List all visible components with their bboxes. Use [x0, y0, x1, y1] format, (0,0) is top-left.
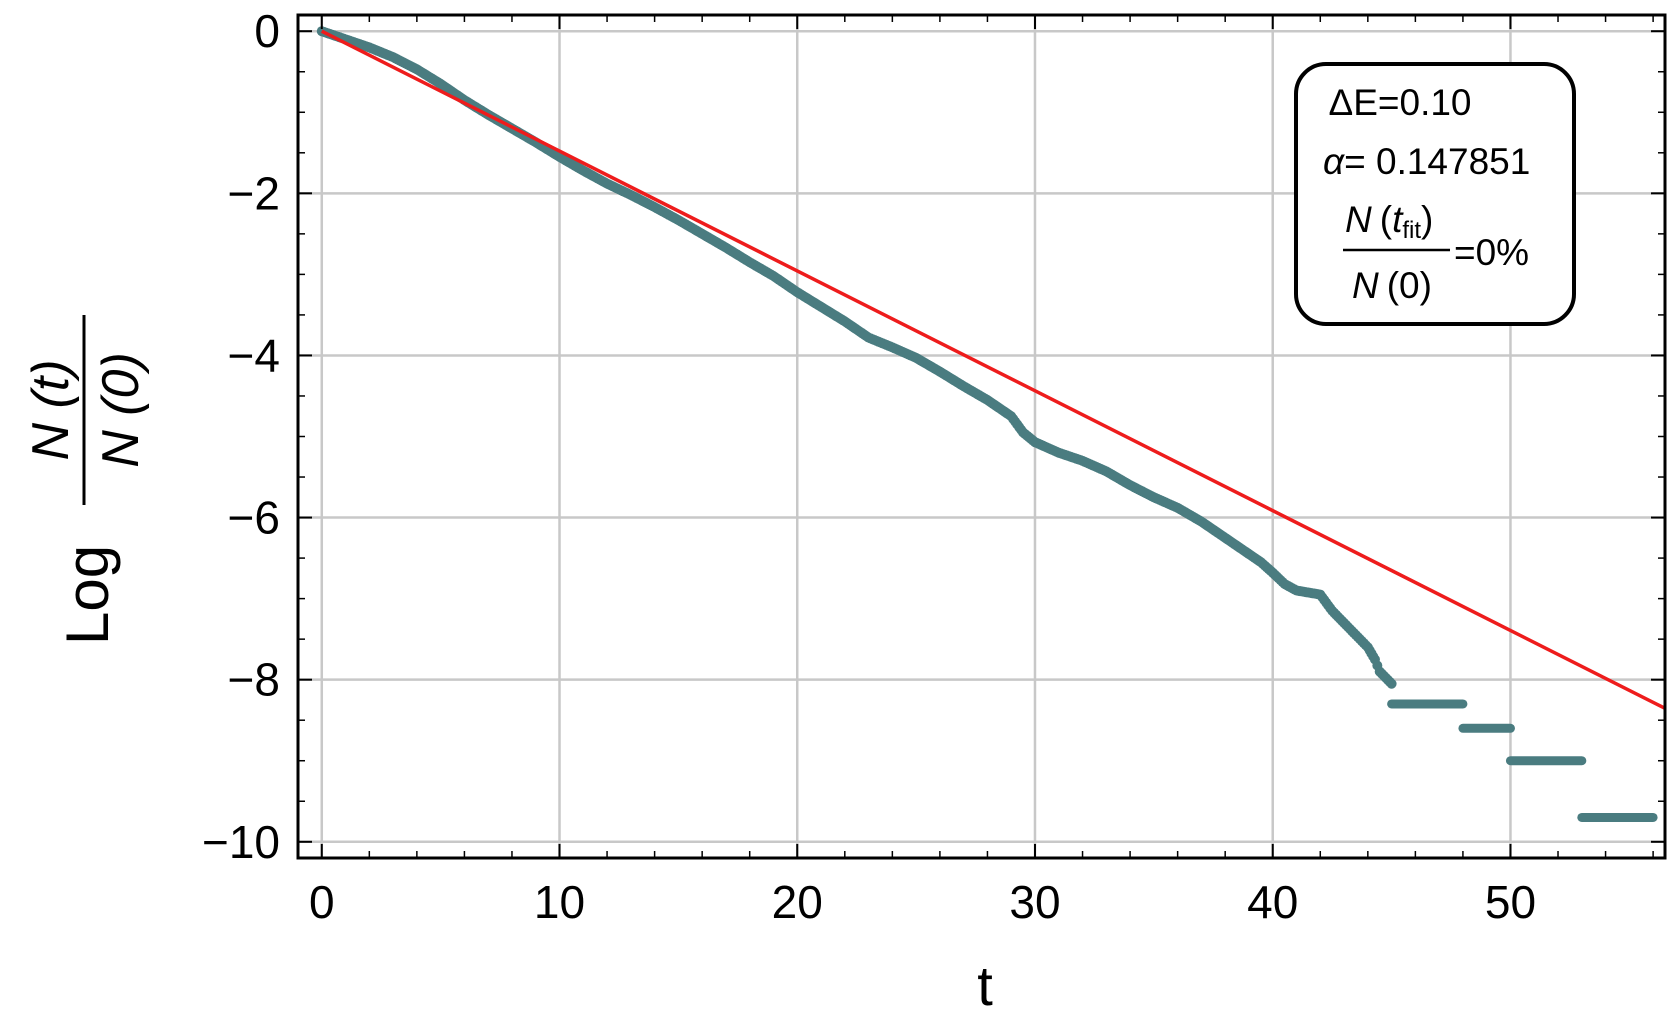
- ticks: [298, 15, 1665, 858]
- legend-alpha-value: = 0.147851: [1344, 141, 1530, 182]
- y-tick-label: 0: [254, 5, 280, 57]
- data-layer: [316, 26, 1666, 822]
- x-tick-label: 10: [534, 876, 585, 928]
- x-tick-label: 20: [772, 876, 823, 928]
- legend-num-n: N: [1345, 199, 1372, 240]
- y-axis-label-numerator: N (t): [22, 359, 80, 460]
- legend-num-t: t: [1392, 199, 1404, 240]
- x-tick-label: 30: [1009, 876, 1060, 928]
- data-point: [1386, 678, 1397, 689]
- x-axis-label: t: [977, 954, 993, 1017]
- x-tick-label: 0: [309, 876, 335, 928]
- legend-fraction-numerator: N (tfit): [1345, 199, 1433, 244]
- y-tick-label: −2: [228, 167, 280, 219]
- y-axis-label-prefix: Log: [54, 545, 121, 645]
- x-tick-label: 40: [1247, 876, 1298, 928]
- legend-fraction-denominator: N (0): [1352, 265, 1432, 306]
- legend-den-rest: (0): [1387, 265, 1432, 306]
- x-tick-label: 50: [1485, 876, 1536, 928]
- grid: [298, 15, 1665, 858]
- y-tick-label: −6: [228, 492, 280, 544]
- legend-alpha: α= 0.147851: [1323, 141, 1530, 182]
- legend-alpha-symbol: α: [1323, 141, 1345, 182]
- legend-num-sub: fit: [1402, 217, 1421, 244]
- y-tick-label: −4: [228, 329, 280, 381]
- y-tick-label: −10: [202, 816, 280, 868]
- legend-fraction-result: =0%: [1454, 232, 1529, 273]
- legend-den-n: N: [1352, 265, 1379, 306]
- legend-box: [1294, 62, 1576, 326]
- legend-delta-e: ΔE=0.10: [1328, 82, 1471, 123]
- y-axis-label: Log N (t) N (0): [22, 315, 150, 645]
- y-tick-label: −8: [228, 654, 280, 706]
- tick-labels: 0 10 20 30 40 50 0 −2 −4 −6 −8 −10: [202, 5, 1536, 928]
- y-axis-label-denominator: N (0): [92, 352, 150, 468]
- legend: ΔE=0.10 α= 0.147851 N (tfit) N (0) =0%: [1294, 62, 1576, 326]
- fit-line: [320, 29, 1666, 710]
